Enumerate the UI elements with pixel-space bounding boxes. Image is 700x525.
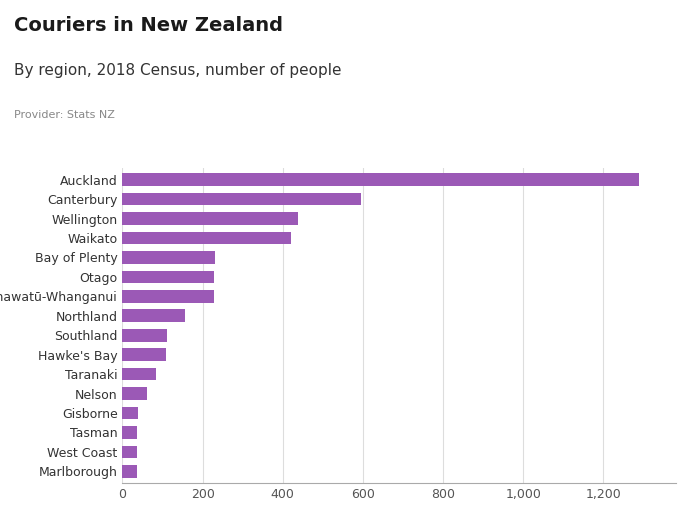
Text: By region, 2018 Census, number of people: By region, 2018 Census, number of people	[14, 63, 342, 78]
Bar	[122, 407, 138, 419]
Bar	[122, 173, 639, 186]
Bar	[122, 251, 215, 264]
Bar	[122, 270, 214, 283]
Bar	[122, 329, 167, 342]
Bar	[122, 446, 137, 458]
Bar	[122, 232, 290, 244]
Text: figure.nz: figure.nz	[582, 31, 667, 49]
Bar	[122, 212, 298, 225]
Bar	[122, 309, 185, 322]
Bar	[122, 368, 156, 381]
Bar	[122, 465, 137, 478]
Bar	[122, 387, 146, 400]
Text: Provider: Stats NZ: Provider: Stats NZ	[14, 110, 115, 120]
Text: Couriers in New Zealand: Couriers in New Zealand	[14, 16, 283, 35]
Bar	[122, 193, 360, 205]
Bar	[122, 349, 166, 361]
Bar	[122, 290, 214, 302]
Bar	[122, 426, 137, 439]
